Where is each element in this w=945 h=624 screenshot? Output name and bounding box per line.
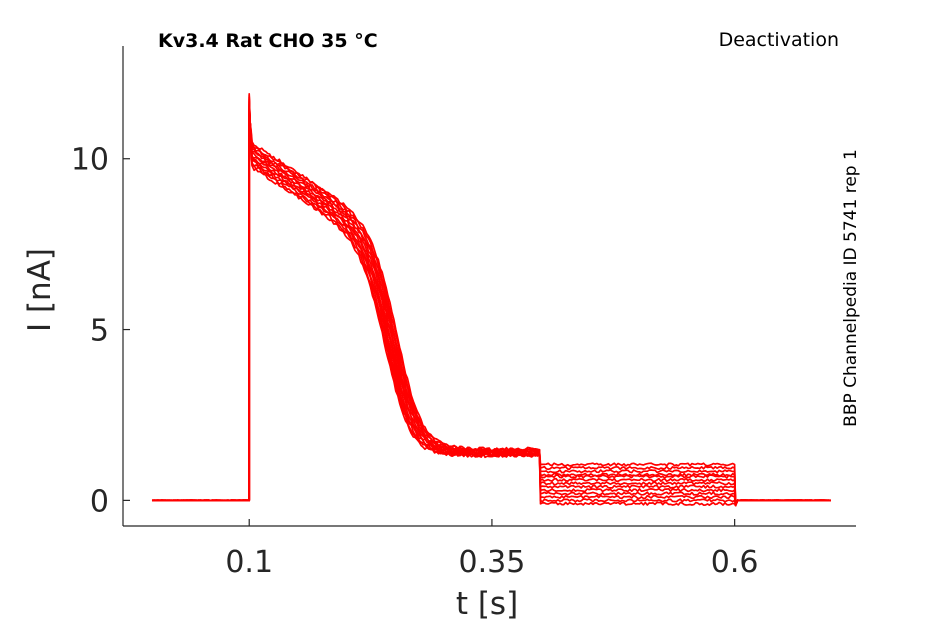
current-trace: [152, 92, 831, 507]
chart-title: Kv3.4 Rat CHO 35 °C: [158, 30, 378, 52]
current-trace: [152, 111, 831, 507]
y-axis-label: I [nA]: [22, 248, 58, 332]
x-tick-label: 0.6: [711, 545, 759, 580]
current-trace: [152, 101, 831, 507]
current-trace: [151, 99, 831, 507]
side-label: BBP Channelpedia ID 5741 rep 1: [841, 149, 861, 427]
x-axis-label: t [s]: [456, 586, 518, 622]
protocol-label: Deactivation: [719, 29, 839, 51]
x-ticks: 0.1 0.35 0.6: [225, 519, 759, 580]
y-tick-label: 10: [71, 143, 109, 178]
x-tick-label: 0.1: [225, 545, 273, 580]
current-trace: [152, 106, 831, 507]
x-tick-label: 0.35: [459, 545, 526, 580]
y-tick-label: 5: [90, 314, 109, 349]
current-trace: [151, 113, 832, 507]
current-trace: [152, 98, 831, 507]
traces-group: [151, 92, 832, 507]
y-tick-label: 0: [90, 484, 109, 519]
y-ticks: 0 5 10: [71, 143, 130, 519]
